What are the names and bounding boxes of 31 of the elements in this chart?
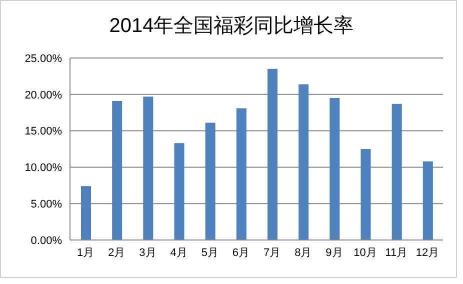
y-tick-label: 5.00% (30, 198, 62, 211)
x-tick-label: 10月 (354, 246, 377, 259)
x-tick-label: 3月 (139, 246, 156, 259)
bar (392, 104, 402, 240)
x-tick-label: 11月 (385, 246, 408, 259)
bar (81, 186, 91, 240)
x-tick-label: 12月 (416, 246, 440, 259)
y-tick-label: 20.00% (24, 89, 62, 102)
x-tick-label: 8月 (294, 246, 312, 259)
y-tick-label: 0.00% (30, 234, 62, 247)
x-tick-label: 9月 (326, 246, 343, 259)
bar (298, 84, 309, 240)
bar (360, 149, 371, 240)
x-tick-label: 5月 (201, 246, 218, 259)
bar (112, 100, 122, 240)
bar (330, 98, 340, 240)
bar (205, 122, 216, 240)
x-tick-label: 4月 (170, 246, 188, 259)
bar (268, 68, 278, 240)
x-tick-label: 2月 (108, 246, 126, 259)
bar (236, 108, 246, 240)
bar (143, 96, 154, 240)
y-tick-label: 10.00% (24, 162, 62, 174)
y-tick-label: 25.00% (24, 52, 62, 65)
chart-title: 2014年全国福彩同比增长率 (108, 14, 355, 39)
bar (174, 143, 184, 240)
x-tick-label: 7月 (263, 246, 281, 259)
bar (422, 161, 433, 240)
x-tick-label: 1月 (76, 246, 94, 259)
x-tick-label: 6月 (232, 246, 250, 259)
y-tick-label: 15.00% (24, 126, 62, 138)
